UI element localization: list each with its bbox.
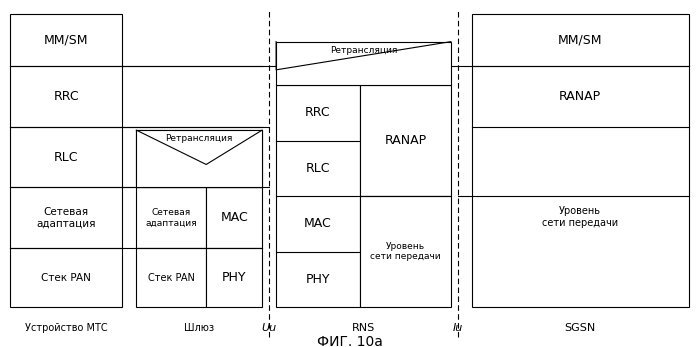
- Text: SGSN: SGSN: [565, 323, 596, 333]
- Text: PHY: PHY: [222, 271, 247, 284]
- Bar: [360, 85, 451, 196]
- Bar: [360, 196, 451, 307]
- Text: RLC: RLC: [305, 162, 331, 175]
- Text: RRC: RRC: [305, 106, 331, 119]
- Bar: [136, 187, 206, 248]
- Bar: [10, 14, 122, 307]
- Text: RANAP: RANAP: [384, 134, 426, 147]
- Text: Iu: Iu: [453, 323, 463, 333]
- Bar: [136, 130, 262, 187]
- Bar: [276, 85, 360, 307]
- Text: RANAP: RANAP: [559, 90, 601, 103]
- Text: Сетевая
адаптация: Сетевая адаптация: [36, 207, 96, 229]
- Text: RNS: RNS: [352, 323, 375, 333]
- Text: Сетевая
адаптация: Сетевая адаптация: [145, 208, 197, 227]
- Bar: [206, 248, 262, 307]
- Text: RLC: RLC: [54, 151, 79, 163]
- Bar: [136, 248, 206, 307]
- Text: PHY: PHY: [305, 273, 331, 286]
- Text: MAC: MAC: [220, 211, 248, 224]
- Text: MM/SM: MM/SM: [44, 33, 89, 46]
- Text: Уровень
сети передачи: Уровень сети передачи: [542, 206, 618, 228]
- Text: Шлюз: Шлюз: [184, 323, 215, 333]
- Text: RRC: RRC: [54, 90, 79, 103]
- Bar: [276, 42, 451, 85]
- Text: Стек PAN: Стек PAN: [41, 273, 92, 282]
- Text: MAC: MAC: [304, 217, 332, 230]
- Text: MM/SM: MM/SM: [558, 33, 603, 46]
- Text: ФИГ. 10а: ФИГ. 10а: [317, 335, 382, 347]
- Bar: [472, 14, 689, 307]
- Text: Ретрансляция: Ретрансляция: [330, 46, 397, 55]
- Bar: [136, 130, 262, 187]
- Text: Стек PAN: Стек PAN: [147, 273, 195, 282]
- Text: Ретрансляция: Ретрансляция: [166, 134, 233, 143]
- Text: Уровень
сети передачи: Уровень сети передачи: [370, 242, 441, 261]
- Bar: [206, 187, 262, 248]
- Text: Устройство МТС: Устройство МТС: [25, 323, 108, 333]
- Text: Uu: Uu: [261, 323, 277, 333]
